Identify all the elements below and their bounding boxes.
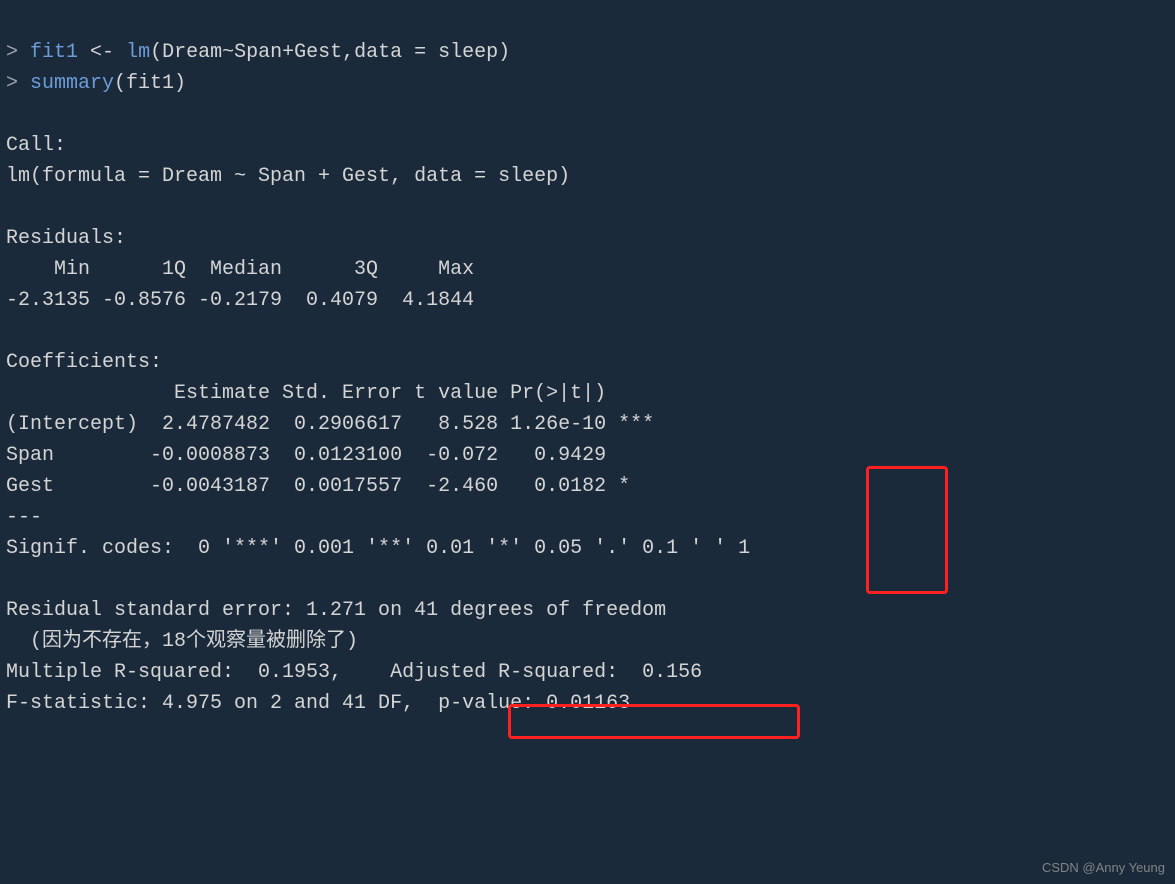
output-residuals-header: Residuals:	[6, 227, 126, 250]
output-call-body: lm(formula = Dream ~ Span + Gest, data =…	[6, 165, 570, 188]
symbol-fit1: fit1	[30, 41, 78, 64]
fn-summary: summary	[30, 72, 114, 95]
output-coef-cols: Estimate Std. Error t value Pr(>|t|)	[6, 382, 654, 405]
output-coef-gest: Gest -0.0043187 0.0017557 -2.460 0.0182 …	[6, 475, 654, 498]
output-coef-header: Coefficients:	[6, 351, 162, 374]
output-rse: Residual standard error: 1.271 on 41 deg…	[6, 599, 666, 622]
fn-lm: lm	[126, 41, 150, 64]
console-line: > summary(fit1)	[6, 72, 186, 95]
r-console-output: > fit1 <- lm(Dream~Span+Gest,data = slee…	[0, 0, 1175, 719]
output-sep: ---	[6, 506, 42, 529]
watermark-text: CSDN @Anny Yeung	[1042, 858, 1165, 878]
summary-args: (fit1)	[114, 72, 186, 95]
output-fstat: F-statistic: 4.975 on 2 and 41 DF, p-val…	[6, 692, 630, 715]
assign-op: <-	[78, 41, 126, 64]
prompt-symbol: >	[6, 41, 18, 64]
output-signif: Signif. codes: 0 '***' 0.001 '**' 0.01 '…	[6, 537, 750, 560]
output-coef-intercept: (Intercept) 2.4787482 0.2906617 8.528 1.…	[6, 413, 654, 436]
lm-args: (Dream~Span+Gest,data = sleep)	[150, 41, 510, 64]
output-coef-span: Span -0.0008873 0.0123100 -0.072 0.9429	[6, 444, 654, 467]
output-deleted: (因为不存在，18个观察量被删除了)	[6, 630, 358, 653]
output-r2: Multiple R-squared: 0.1953, Adjusted R-s…	[6, 661, 714, 684]
console-line: > fit1 <- lm(Dream~Span+Gest,data = slee…	[6, 41, 510, 64]
prompt-symbol: >	[6, 72, 18, 95]
output-residuals-vals: -2.3135 -0.8576 -0.2179 0.4079 4.1844	[6, 289, 486, 312]
output-call-header: Call:	[6, 134, 66, 157]
output-residuals-cols: Min 1Q Median 3Q Max	[6, 258, 486, 281]
